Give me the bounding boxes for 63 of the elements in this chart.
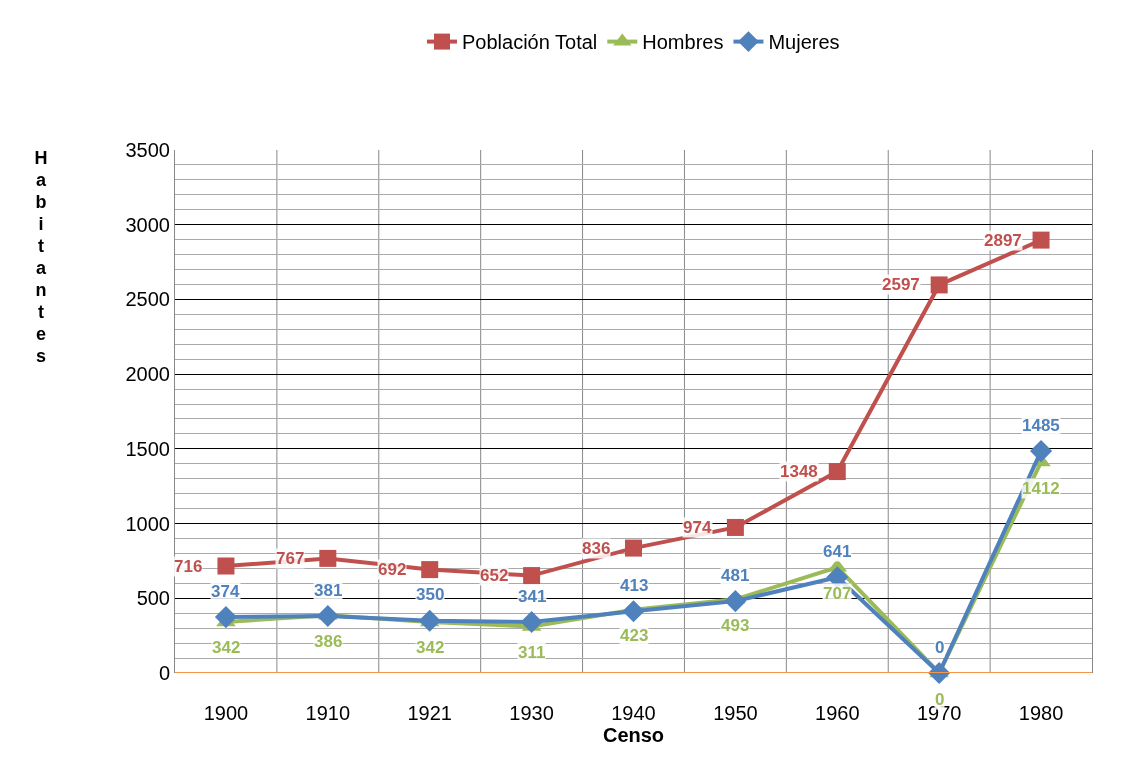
- data-label: 1412: [1022, 479, 1060, 498]
- y-tick-label: 1500: [125, 437, 170, 460]
- x-tick-label: 1930: [509, 702, 554, 724]
- data-label: 341: [518, 587, 547, 606]
- point: [421, 561, 439, 579]
- data-label: 652: [480, 566, 509, 585]
- data-label: 641: [823, 542, 852, 561]
- point: [316, 605, 339, 628]
- data-label: 374: [211, 582, 240, 601]
- data-label: 481: [721, 566, 750, 585]
- legend-label: Mujeres: [768, 31, 840, 54]
- x-tick-label: 1940: [611, 702, 656, 724]
- y-tick-label: 3000: [125, 213, 170, 236]
- point: [1032, 231, 1050, 249]
- y-tick-label: 1000: [125, 512, 170, 535]
- x-tick-label: 1900: [203, 702, 249, 724]
- data-label: 692: [378, 560, 407, 579]
- x-tick-label: 1910: [305, 702, 351, 724]
- x-tick-label: 1960: [815, 702, 860, 724]
- point: [217, 557, 235, 575]
- y-tick-label: 2000: [125, 363, 170, 386]
- legend-label: Hombres: [642, 31, 724, 54]
- y-tick-label: 2500: [125, 288, 170, 311]
- point: [828, 463, 846, 481]
- x-tick-label: 1921: [407, 702, 452, 724]
- data-label: 974: [683, 518, 712, 537]
- point: [1030, 440, 1053, 463]
- data-label: 2897: [984, 231, 1022, 250]
- data-label: 836: [582, 539, 611, 558]
- point: [930, 276, 948, 294]
- data-label: 386: [314, 632, 343, 651]
- point: [622, 600, 645, 623]
- point: [418, 609, 441, 632]
- data-label: 423: [620, 626, 649, 645]
- point: [319, 549, 337, 567]
- data-label: 0: [935, 638, 945, 657]
- point: [724, 590, 747, 613]
- data-label: 716: [174, 557, 203, 576]
- data-label: 2597: [882, 275, 920, 294]
- data-label: 342: [212, 638, 241, 657]
- y-tick-label: 3500: [125, 139, 170, 161]
- y-tick-label: 0: [158, 662, 170, 684]
- x-tick-label: 1950: [713, 702, 758, 724]
- data-label: 1348: [780, 462, 818, 481]
- point: [625, 539, 642, 557]
- point: [214, 606, 237, 629]
- x-tick-label: 1980: [1018, 702, 1064, 724]
- data-label: 1485: [1022, 416, 1060, 435]
- x-axis-title: Censo: [602, 724, 665, 746]
- data-label: 311: [518, 643, 546, 662]
- data-label: 381: [314, 581, 343, 600]
- legend-label: Población Total: [462, 31, 598, 54]
- data-label: 707: [823, 584, 852, 603]
- data-label: 342: [416, 638, 445, 657]
- point: [523, 567, 541, 585]
- data-label: 413: [620, 576, 649, 595]
- data-label: 493: [721, 616, 750, 635]
- y-tick-label: 500: [136, 587, 170, 610]
- data-label: 350: [416, 585, 445, 604]
- point: [520, 610, 543, 634]
- y-axis-title: Habitantes: [30, 148, 51, 368]
- data-label: 767: [276, 549, 305, 568]
- point: [726, 518, 744, 536]
